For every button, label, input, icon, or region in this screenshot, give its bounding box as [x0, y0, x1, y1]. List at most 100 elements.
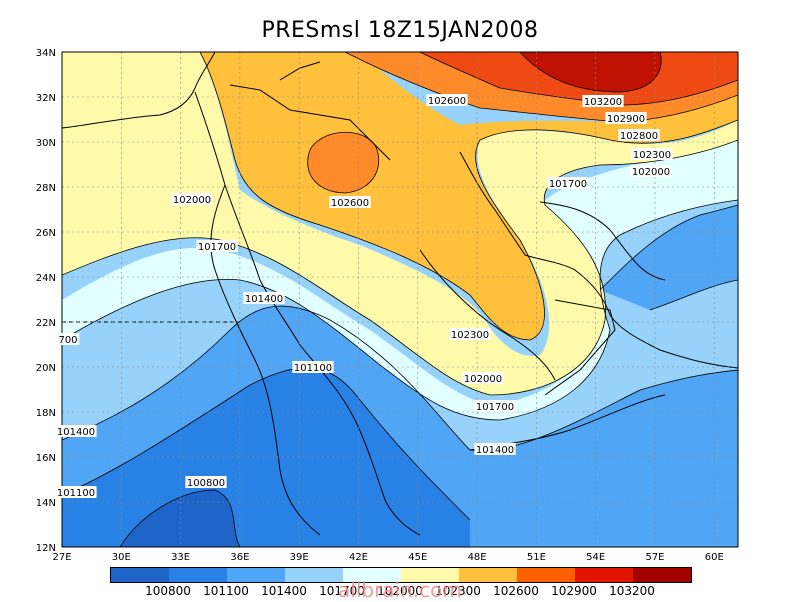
coastlines [62, 52, 738, 536]
svg-text:101400: 101400 [245, 294, 283, 305]
legend-label: 101700 [319, 584, 365, 598]
contour-label: 102000 [462, 372, 504, 385]
plot-frame [61, 51, 739, 548]
legend-label: 102300 [435, 584, 481, 598]
lat-tick-label: 20N [36, 363, 56, 374]
contour-label: 102800 [618, 129, 660, 142]
lat-tick-label: 12N [36, 543, 56, 554]
svg-text:101100: 101100 [57, 488, 95, 499]
svg-text:101400: 101400 [476, 445, 514, 456]
map-title: PRESmsl 18Z15JAN2008 [261, 18, 539, 43]
lon-tick-label: 60E [705, 552, 724, 563]
band-east-101400 [600, 205, 738, 310]
svg-text:102300: 102300 [633, 150, 671, 161]
lat-tick-label: 28N [36, 183, 56, 194]
contour-label: 102600 [426, 94, 468, 107]
lat-tick-label: 22N [36, 318, 56, 329]
lat-tick-label: 18N [36, 408, 56, 419]
contour-label: 101400 [243, 292, 285, 305]
band-102300 [200, 52, 738, 340]
contour-label: 101400 [55, 425, 97, 438]
legend-label: 102900 [551, 584, 597, 598]
contour-label: 700 [56, 333, 80, 346]
contour-label: 102300 [631, 148, 673, 161]
svg-text:102900: 102900 [607, 114, 645, 125]
legend-swatch [111, 568, 169, 582]
contour-label: 102600 [329, 196, 371, 209]
legend-labels: 100800 101100 101400 101700 102000 102300 1026… [110, 584, 690, 598]
lon-tick-label: 51E [527, 552, 546, 563]
lon-tick-label: 54E [586, 552, 605, 563]
lon-tick-label: 27E [52, 552, 71, 563]
svg-text:101700: 101700 [549, 179, 587, 190]
contour-labels: 102600 103200 102900 102800 102300 102000 1017… [55, 94, 673, 499]
lon-tick-label: 45E [408, 552, 427, 563]
svg-text:101700: 101700 [476, 402, 514, 413]
svg-text:102600: 102600 [331, 198, 369, 209]
legend-label: 101100 [203, 584, 249, 598]
lon-tick-label: 33E [171, 552, 190, 563]
longitude-axis: 27E 30E 33E 36E 39E 42E 45E 48E 51E 54E 57E 60E [52, 552, 723, 563]
band-100800 [120, 490, 240, 547]
legend-swatch [227, 568, 285, 582]
contour-label: 101100 [292, 361, 334, 374]
band-102000 [62, 52, 738, 395]
legend-swatch [517, 568, 575, 582]
contour-label: 103200 [582, 95, 624, 108]
lat-tick-label: 34N [36, 48, 56, 59]
lon-tick-label: 57E [645, 552, 664, 563]
latitude-axis: 12N 14N 16N 18N 20N 22N 24N 26N 28N 30N 32N 34N [36, 48, 56, 554]
svg-text:102000: 102000 [632, 167, 670, 178]
band-101700 [62, 138, 738, 420]
contour-label: 102900 [605, 112, 647, 125]
svg-text:102000: 102000 [464, 374, 502, 385]
legend-label: 100800 [145, 584, 191, 598]
legend-swatch [169, 568, 227, 582]
lat-tick-label: 32N [36, 93, 56, 104]
legend-label: 103200 [609, 584, 655, 598]
svg-text:102800: 102800 [620, 131, 658, 142]
contour-label: 102300 [449, 328, 491, 341]
contour-label: 101700 [474, 400, 516, 413]
svg-text:102600: 102600 [428, 96, 466, 107]
svg-text:101400: 101400 [57, 427, 95, 438]
color-legend [110, 567, 692, 583]
legend-swatch [575, 568, 633, 582]
legend-label: 102000 [377, 584, 423, 598]
svg-text:700: 700 [58, 335, 77, 346]
lat-tick-label: 26N [36, 228, 56, 239]
svg-text:102000: 102000 [173, 195, 211, 206]
band-102600-patch [307, 132, 379, 193]
contour-label: 102000 [630, 165, 672, 178]
contour-label: 101100 [55, 486, 97, 499]
lon-tick-label: 39E [290, 552, 309, 563]
legend-swatch [459, 568, 517, 582]
svg-text:101700: 101700 [198, 242, 236, 253]
legend-swatch [401, 568, 459, 582]
svg-text:102300: 102300 [451, 330, 489, 341]
lat-tick-label: 24N [36, 273, 56, 284]
svg-text:101100: 101100 [294, 363, 332, 374]
legend-swatch [633, 568, 691, 582]
lon-tick-label: 48E [468, 552, 487, 563]
lon-tick-label: 42E [349, 552, 368, 563]
lat-tick-label: 14N [36, 498, 56, 509]
contour-label: 100800 [185, 476, 227, 489]
contour-label: 102000 [171, 193, 213, 206]
lat-tick-label: 16N [36, 453, 56, 464]
contour-label: 101700 [547, 177, 589, 190]
contour-label: 101400 [474, 443, 516, 456]
lat-tick-label: 30N [36, 138, 56, 149]
svg-text:100800: 100800 [187, 478, 225, 489]
legend-swatch [343, 568, 401, 582]
contour-label: 101700 [196, 240, 238, 253]
band-103200 [520, 52, 662, 92]
legend-label: 102600 [493, 584, 539, 598]
lon-tick-label: 30E [112, 552, 131, 563]
svg-text:103200: 103200 [584, 97, 622, 108]
watermark: allbrain.com [338, 578, 462, 602]
lon-tick-label: 36E [230, 552, 249, 563]
legend-swatch [285, 568, 343, 582]
legend-label: 101400 [261, 584, 307, 598]
